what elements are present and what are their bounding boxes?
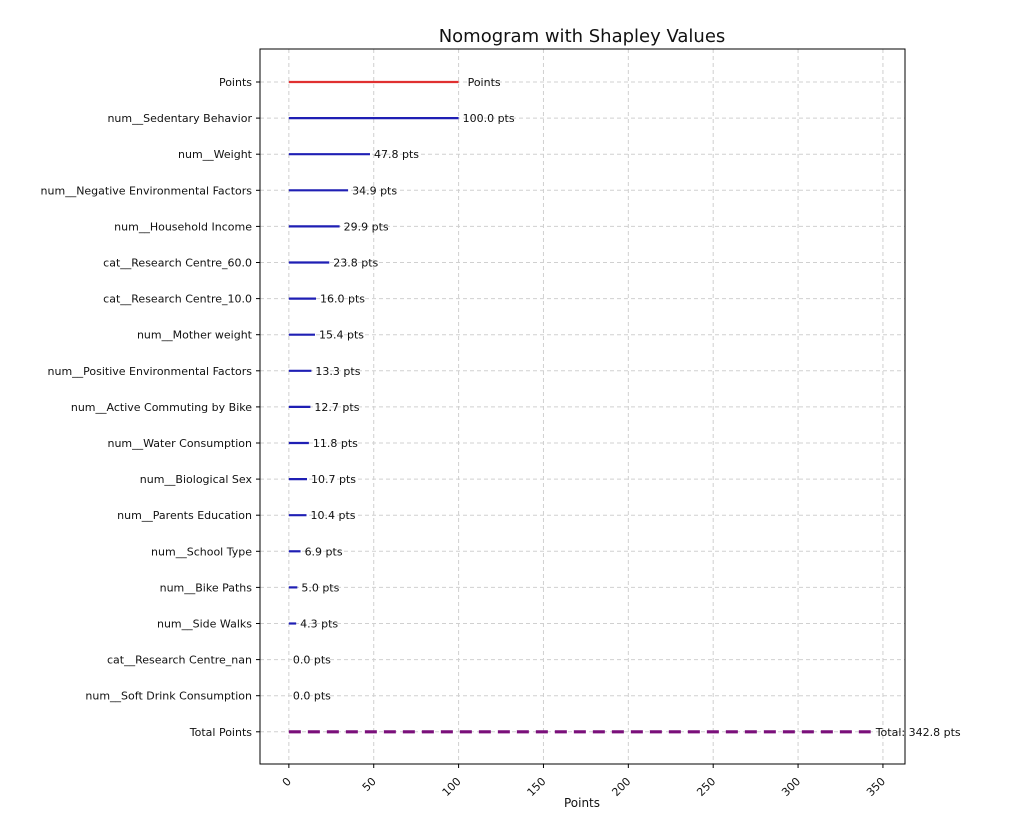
data-label: 47.8 pts xyxy=(374,148,419,161)
y-tick-label: num__School Type xyxy=(151,545,252,558)
y-tick-label: num__Positive Environmental Factors xyxy=(48,365,253,378)
y-tick-label: Total Points xyxy=(189,726,252,739)
chart-title: Nomogram with Shapley Values xyxy=(439,26,726,47)
y-tick-label: num__Negative Environmental Factors xyxy=(41,184,253,197)
plot-frame xyxy=(259,48,906,765)
x-axis-label: Points xyxy=(564,796,600,810)
data-label: 5.0 pts xyxy=(301,581,339,594)
marks-layer: Points 100.0 pts 47.8 pts 34.9 pts 29.9 pts 2… xyxy=(288,76,961,739)
data-label: 16.0 pts xyxy=(320,293,365,306)
data-label: 12.7 pts xyxy=(314,401,359,414)
y-tick-label: num__Active Commuting by Bike xyxy=(71,401,252,414)
x-tick-label: 300 xyxy=(779,775,803,799)
x-tick-label: 200 xyxy=(609,775,633,799)
data-label: 100.0 pts xyxy=(463,112,515,125)
y-tick-label: num__Water Consumption xyxy=(107,437,252,450)
data-label: 15.4 pts xyxy=(319,329,364,342)
data-label: 29.9 pts xyxy=(344,220,389,233)
data-label: 34.9 pts xyxy=(352,184,397,197)
x-tick-label: 0 xyxy=(280,775,294,789)
y-tick-label: num__Side Walks xyxy=(157,618,252,631)
y-tick-label: num__Mother weight xyxy=(137,329,253,342)
y-tick-label: num__Soft Drink Consumption xyxy=(85,690,252,703)
data-label: 6.9 pts xyxy=(305,545,343,558)
ticks-layer: 0 50 100 150 200 250 300 350 Points num__Sedentar… xyxy=(41,76,889,799)
total-points-label: Total: 342.8 pts xyxy=(875,726,961,739)
x-tick-label: 50 xyxy=(360,775,379,794)
data-label: 0.0 pts xyxy=(293,654,331,667)
data-label: 11.8 pts xyxy=(313,437,358,450)
x-tick-label: 100 xyxy=(440,775,464,799)
data-label: 23.8 pts xyxy=(333,257,378,270)
grid-layer xyxy=(260,49,905,764)
x-tick-label: 150 xyxy=(525,775,549,799)
y-tick-label: cat__Research Centre_60.0 xyxy=(103,257,252,270)
y-tick-label: num__Bike Paths xyxy=(160,581,253,594)
data-label: 4.3 pts xyxy=(300,618,338,631)
x-tick-label: 250 xyxy=(694,775,718,799)
points-scale-label: Points xyxy=(468,76,501,89)
y-tick-label: num__Sedentary Behavior xyxy=(107,112,252,125)
y-tick-label: num__Biological Sex xyxy=(140,473,253,486)
y-tick-label: cat__Research Centre_10.0 xyxy=(103,293,252,306)
data-label: 10.7 pts xyxy=(311,473,356,486)
y-tick-label: cat__Research Centre_nan xyxy=(107,654,252,667)
x-tick-label: 350 xyxy=(864,775,888,799)
data-label: 13.3 pts xyxy=(315,365,360,378)
y-tick-label: num__Weight xyxy=(178,148,253,161)
data-label: 0.0 pts xyxy=(293,690,331,703)
y-tick-label: Points xyxy=(219,76,252,89)
y-tick-label: num__Household Income xyxy=(114,220,252,233)
y-tick-label: num__Parents Education xyxy=(117,509,252,522)
data-label: 10.4 pts xyxy=(311,509,356,522)
